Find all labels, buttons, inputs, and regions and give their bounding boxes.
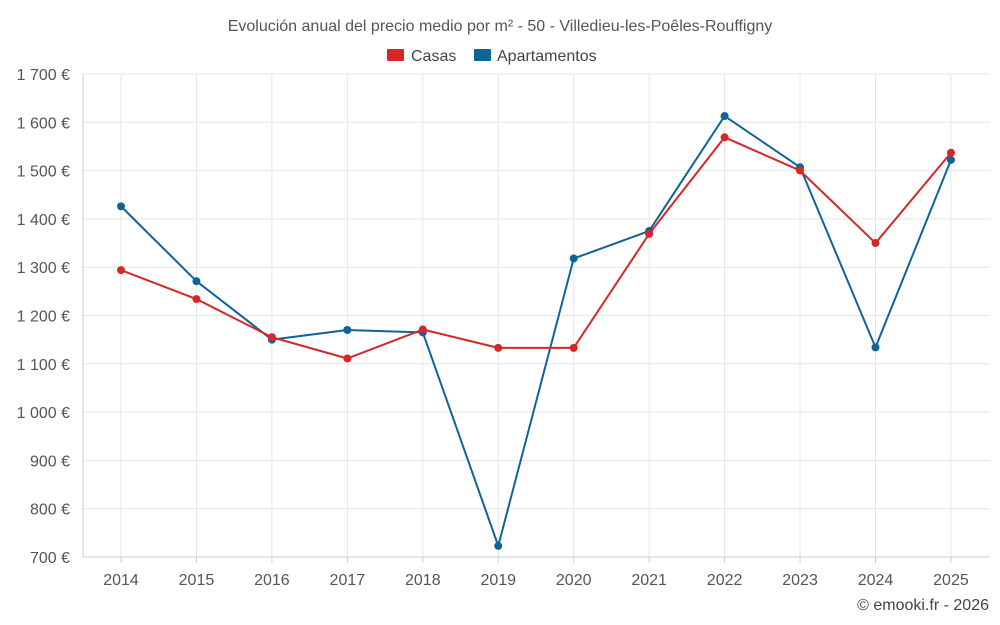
y-tick-label: 1 200 € [17, 309, 70, 326]
data-point-apartamentos[interactable] [343, 325, 352, 334]
y-tick-label: 1 400 € [17, 212, 70, 229]
x-tick-label: 2021 [631, 572, 667, 589]
x-tick-label: 2017 [330, 572, 366, 589]
x-tick-label: 2018 [405, 572, 441, 589]
data-point-casas[interactable] [343, 354, 352, 363]
y-tick-label: 700 € [30, 550, 70, 567]
data-point-casas[interactable] [720, 133, 729, 142]
y-tick-label: 800 € [30, 502, 70, 519]
series-line-apartamentos [120, 115, 952, 547]
series-casas [117, 133, 955, 363]
series-apartamentos [117, 112, 955, 550]
x-tick-label: 2014 [103, 572, 139, 589]
data-point-apartamentos[interactable] [117, 202, 125, 211]
data-point-casas[interactable] [418, 325, 427, 334]
x-axis-ticks: 2014 2015 2016 2017 2018 2019 2020 2021 2022 2023… [103, 557, 969, 589]
data-point-casas[interactable] [871, 239, 880, 248]
y-tick-label: 1 500 € [17, 164, 70, 181]
y-tick-label: 1 300 € [17, 260, 70, 277]
legend-item-casas[interactable]: Casas [387, 48, 456, 65]
x-tick-label: 2020 [556, 572, 592, 589]
x-tick-label: 2015 [179, 572, 215, 589]
legend-swatch-casas [387, 49, 404, 61]
data-point-casas[interactable] [117, 266, 125, 275]
chart-title: Evolución anual del precio medio por m² … [228, 18, 773, 35]
data-point-casas[interactable] [796, 166, 805, 175]
data-point-casas[interactable] [494, 343, 503, 352]
data-point-apartamentos[interactable] [871, 343, 880, 352]
legend: Casas Apartamentos [387, 48, 597, 65]
x-tick-label: 2023 [782, 572, 818, 589]
y-tick-label: 1 000 € [17, 405, 70, 422]
legend-item-apartamentos[interactable]: Apartamentos [474, 48, 597, 65]
y-tick-label: 1 700 € [17, 67, 70, 84]
x-tick-label: 2019 [480, 572, 516, 589]
data-point-apartamentos[interactable] [946, 155, 955, 164]
legend-label-apartamentos: Apartamentos [497, 48, 597, 65]
legend-swatch-apartamentos [474, 49, 491, 61]
data-point-apartamentos[interactable] [720, 112, 729, 121]
data-point-casas[interactable] [569, 343, 578, 352]
data-point-apartamentos[interactable] [569, 254, 578, 263]
axes [82, 74, 990, 558]
legend-label-casas: Casas [411, 48, 456, 65]
x-tick-label: 2024 [858, 572, 894, 589]
y-axis-ticks: 700 € 800 € 900 € 1 000 € 1 100 € 1 200 € 1 30… [17, 67, 70, 567]
data-point-casas[interactable] [267, 333, 276, 342]
data-point-casas[interactable] [192, 295, 201, 304]
x-tick-label: 2022 [707, 572, 743, 589]
data-point-casas[interactable] [946, 148, 955, 157]
credit-text: © emooki.fr - 2026 [857, 597, 989, 614]
series-line-casas [120, 136, 952, 360]
y-tick-label: 900 € [30, 453, 70, 470]
data-point-casas[interactable] [645, 229, 654, 238]
y-tick-label: 1 600 € [17, 115, 70, 132]
y-tick-label: 1 100 € [17, 357, 70, 374]
data-point-apartamentos[interactable] [494, 541, 503, 550]
series [117, 112, 955, 550]
x-tick-label: 2016 [254, 572, 290, 589]
x-tick-label: 2025 [933, 572, 969, 589]
grid [83, 73, 990, 557]
data-point-apartamentos[interactable] [192, 277, 201, 286]
